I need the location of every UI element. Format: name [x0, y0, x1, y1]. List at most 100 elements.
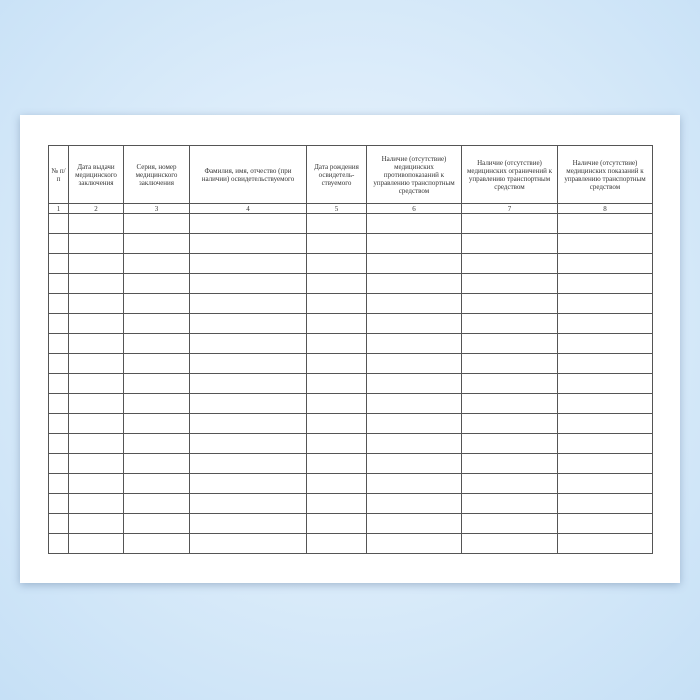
- empty-cell: [68, 253, 124, 274]
- empty-cell: [68, 373, 124, 394]
- empty-cell: [306, 493, 367, 514]
- column-number: 7: [461, 203, 558, 214]
- empty-row: [48, 293, 653, 314]
- column-number: 8: [557, 203, 653, 214]
- empty-cell: [123, 513, 190, 534]
- empty-cell: [306, 253, 367, 274]
- empty-cell: [189, 213, 307, 234]
- empty-cell: [189, 393, 307, 414]
- empty-cell: [461, 273, 558, 294]
- column-header: Наличие (отсутствие) медицинских показан…: [557, 145, 653, 204]
- empty-cell: [68, 513, 124, 534]
- empty-cell: [366, 293, 462, 314]
- empty-cell: [461, 293, 558, 314]
- empty-row: [48, 273, 653, 294]
- empty-cell: [306, 433, 367, 454]
- column-header: № п/п: [48, 145, 69, 204]
- empty-row: [48, 413, 653, 434]
- empty-cell: [306, 533, 367, 554]
- empty-cell: [123, 473, 190, 494]
- empty-cell: [189, 433, 307, 454]
- empty-cell: [68, 313, 124, 334]
- empty-row: [48, 373, 653, 394]
- empty-cell: [189, 333, 307, 354]
- empty-cell: [123, 493, 190, 514]
- empty-cell: [123, 353, 190, 374]
- empty-cell: [366, 253, 462, 274]
- empty-cell: [306, 313, 367, 334]
- empty-cell: [68, 433, 124, 454]
- empty-cell: [123, 413, 190, 434]
- empty-cell: [461, 393, 558, 414]
- empty-row: [48, 213, 653, 234]
- empty-cell: [461, 493, 558, 514]
- empty-cell: [48, 313, 69, 334]
- empty-cell: [366, 373, 462, 394]
- empty-cell: [68, 533, 124, 554]
- empty-cell: [366, 473, 462, 494]
- empty-cell: [461, 533, 558, 554]
- empty-cell: [48, 533, 69, 554]
- empty-cell: [306, 473, 367, 494]
- empty-cell: [123, 393, 190, 414]
- column-number: 3: [123, 203, 190, 214]
- empty-cell: [461, 253, 558, 274]
- empty-cell: [366, 213, 462, 234]
- empty-cell: [557, 393, 653, 414]
- empty-row: [48, 433, 653, 454]
- empty-cell: [557, 313, 653, 334]
- empty-cell: [68, 293, 124, 314]
- empty-cell: [366, 453, 462, 474]
- empty-row: [48, 353, 653, 374]
- empty-cell: [48, 253, 69, 274]
- empty-cell: [461, 213, 558, 234]
- empty-cell: [123, 253, 190, 274]
- empty-cell: [366, 413, 462, 434]
- empty-cell: [461, 333, 558, 354]
- empty-cell: [48, 513, 69, 534]
- empty-cell: [557, 453, 653, 474]
- empty-cell: [123, 533, 190, 554]
- empty-cell: [306, 233, 367, 254]
- empty-cell: [461, 413, 558, 434]
- header-row: № п/п Дата выдачи медицинского заключения…: [48, 145, 653, 204]
- empty-cell: [68, 233, 124, 254]
- empty-cell: [557, 413, 653, 434]
- empty-cell: [366, 533, 462, 554]
- empty-cell: [366, 493, 462, 514]
- empty-cell: [48, 453, 69, 474]
- empty-cell: [366, 353, 462, 374]
- empty-cell: [123, 273, 190, 294]
- empty-cell: [306, 333, 367, 354]
- column-number: 5: [306, 203, 367, 214]
- column-number: 1: [48, 203, 69, 214]
- empty-cell: [306, 213, 367, 234]
- empty-cell: [366, 393, 462, 414]
- column-header: Дата выдачи медицинского заключения: [68, 145, 124, 204]
- empty-cell: [366, 273, 462, 294]
- empty-row: [48, 473, 653, 494]
- empty-cell: [48, 293, 69, 314]
- empty-row: [48, 333, 653, 354]
- empty-cell: [557, 473, 653, 494]
- empty-cell: [48, 473, 69, 494]
- empty-cell: [461, 473, 558, 494]
- column-header: Серия, номер медицинского заключения: [123, 145, 190, 204]
- empty-cell: [366, 333, 462, 354]
- empty-cell: [557, 513, 653, 534]
- empty-cell: [123, 333, 190, 354]
- empty-cell: [461, 313, 558, 334]
- empty-cell: [306, 273, 367, 294]
- sheet: № п/п Дата выдачи медицинского заключения…: [20, 115, 680, 583]
- empty-cell: [48, 433, 69, 454]
- empty-cell: [306, 413, 367, 434]
- column-header: Фамилия, имя, отчество (при наличии) осв…: [189, 145, 307, 204]
- empty-cell: [189, 533, 307, 554]
- empty-cell: [557, 253, 653, 274]
- empty-cell: [461, 373, 558, 394]
- empty-row: [48, 453, 653, 474]
- empty-row: [48, 253, 653, 274]
- column-header: Дата рождения освидетель-ствуемого: [306, 145, 367, 204]
- column-header: Наличие (отсутствие) медицинских противо…: [366, 145, 462, 204]
